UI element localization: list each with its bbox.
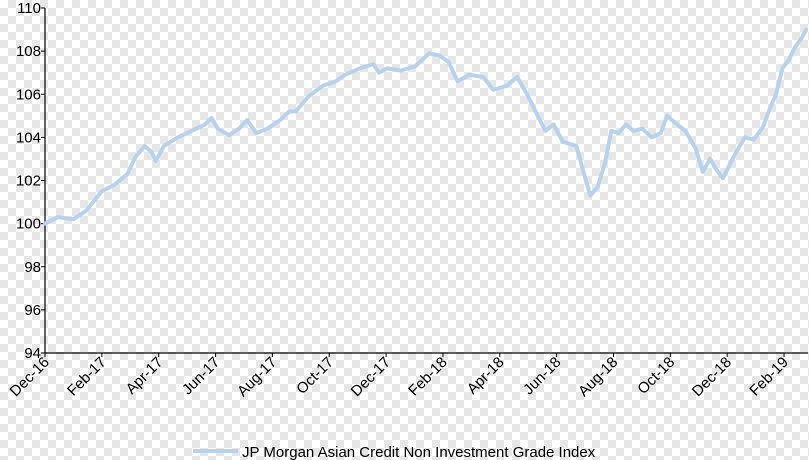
y-tick-label: 110 <box>17 0 41 17</box>
x-tick-label: Jun-18 <box>520 354 564 398</box>
x-tick-label: Oct-17 <box>293 354 337 398</box>
x-tick-label: Feb-18 <box>405 354 451 400</box>
legend: JP Morgan Asian Credit Non Investment Gr… <box>193 444 596 460</box>
x-tick-label: Dec-17 <box>348 354 394 400</box>
legend-label: JP Morgan Asian Credit Non Investment Gr… <box>242 444 596 460</box>
y-tick-label: 104 <box>16 129 41 146</box>
x-tick-label: Apr-17 <box>123 354 167 398</box>
y-tick-label: 94 <box>24 345 41 362</box>
y-tick-label: 100 <box>16 216 41 233</box>
y-tick-label: 96 <box>24 302 41 319</box>
x-tick-label: Oct-18 <box>634 354 678 398</box>
x-axis-ticks: Dec-16 Feb-17 Apr-17 Jun-17 Aug-17 Oct-17 Dec-… <box>7 353 792 400</box>
y-tick-label: 108 <box>16 43 41 60</box>
x-tick-label: Apr-18 <box>464 354 508 398</box>
series-line <box>43 27 809 226</box>
x-tick-label: Dec-18 <box>689 354 735 400</box>
x-tick-label: Feb-17 <box>64 354 110 400</box>
x-tick-label: Aug-18 <box>575 354 621 400</box>
x-tick-label: Feb-19 <box>746 354 792 400</box>
x-tick-label: Aug-17 <box>234 354 280 400</box>
y-tick-label: 98 <box>24 259 41 276</box>
x-tick-label: Jun-17 <box>179 354 223 398</box>
y-tick-label: 106 <box>16 86 41 103</box>
y-axis-ticks: 94 96 98 100 102 104 106 108 110 <box>16 0 45 362</box>
y-tick-label: 102 <box>16 173 41 190</box>
